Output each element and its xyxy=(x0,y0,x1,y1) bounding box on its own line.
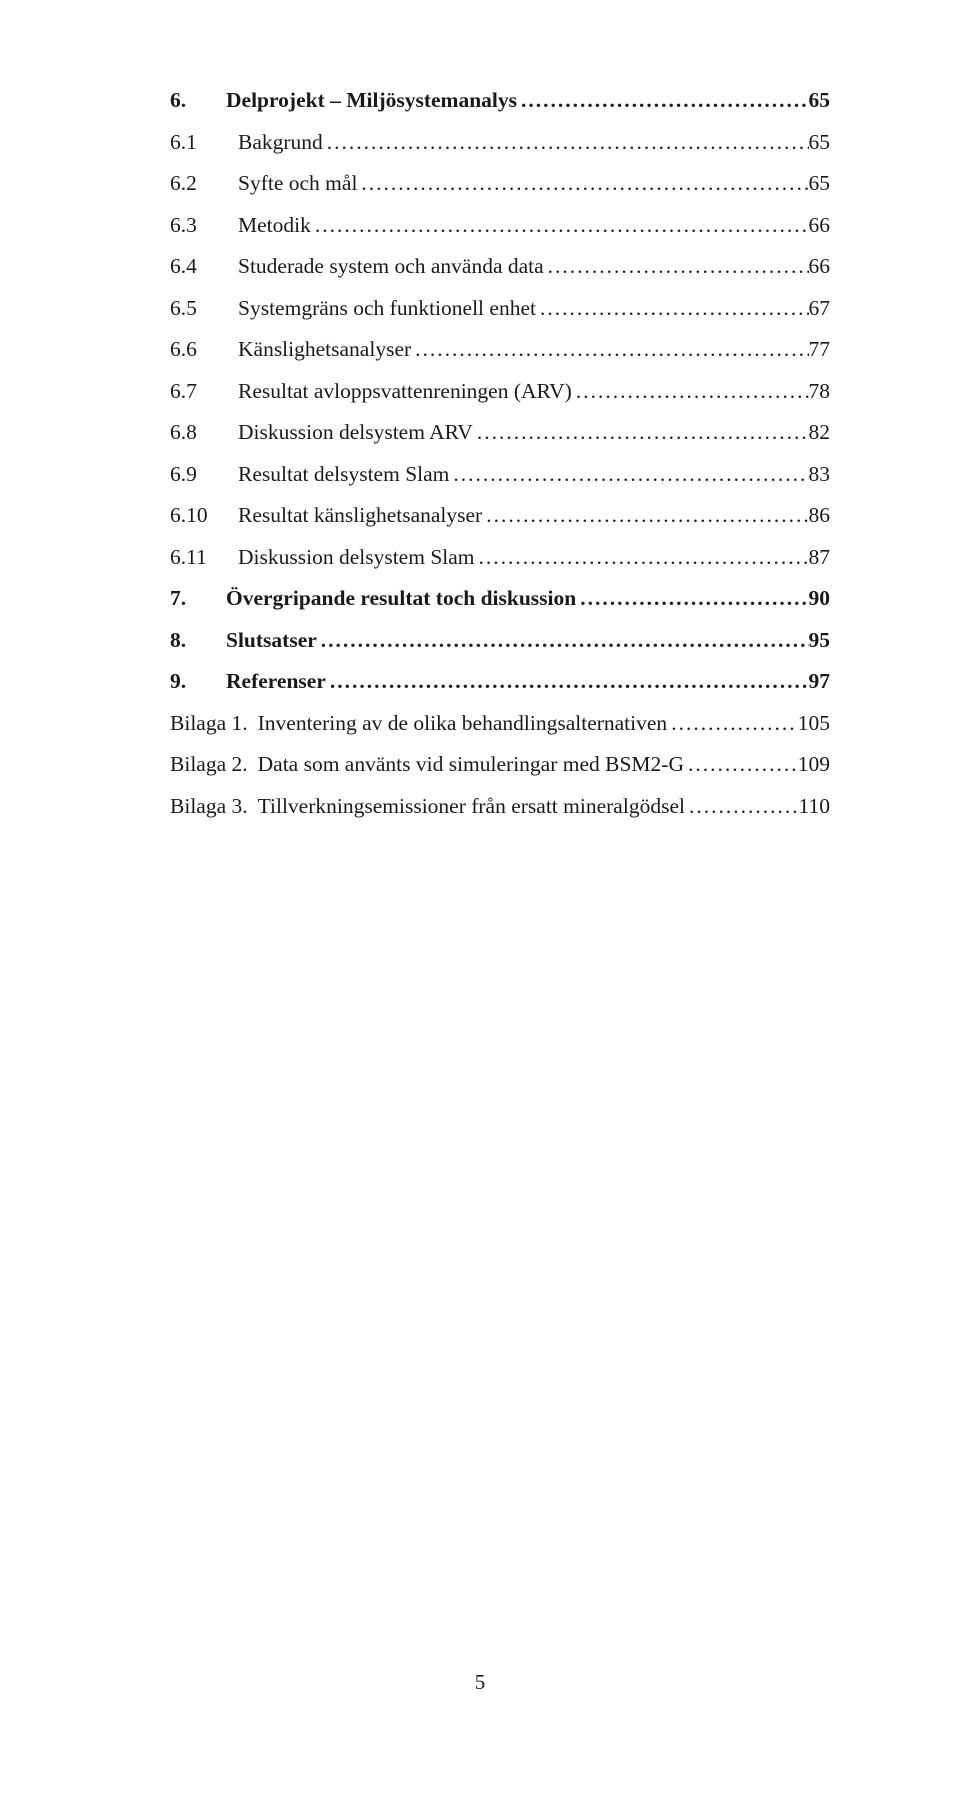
toc-label: Referenser xyxy=(226,671,326,693)
toc-label: Diskussion delsystem Slam xyxy=(238,547,475,569)
toc-leader xyxy=(449,464,808,486)
toc-number: 6.11 xyxy=(170,547,238,569)
toc-page: 77 xyxy=(809,339,831,361)
document-page: 6. Delprojekt – Miljösystemanalys 65 6.1… xyxy=(0,0,960,1795)
toc-number: 6.10 xyxy=(170,505,238,527)
toc-leader xyxy=(317,630,809,652)
toc-number: 6.1 xyxy=(170,132,238,154)
toc-leader xyxy=(572,381,809,403)
toc-entry: Bilaga 1. Inventering av de olika behand… xyxy=(170,713,830,735)
toc-entry: 6.10 Resultat känslighetsanalyser 86 xyxy=(170,505,830,527)
toc-leader xyxy=(576,588,808,610)
toc-page: 109 xyxy=(798,754,830,776)
toc-leader xyxy=(517,90,808,112)
toc-label: Bakgrund xyxy=(238,132,323,154)
toc-leader xyxy=(684,754,798,776)
toc-label: Resultat känslighetsanalyser xyxy=(238,505,482,527)
toc-page: 87 xyxy=(809,547,831,569)
toc-label: Data som använts vid simuleringar med BS… xyxy=(258,754,684,776)
toc-page: 78 xyxy=(809,381,831,403)
toc-entry: 8. Slutsatser 95 xyxy=(170,630,830,652)
toc-number: 6.6 xyxy=(170,339,238,361)
toc-label: Slutsatser xyxy=(226,630,317,652)
toc-entry: 6.2 Syfte och mål 65 xyxy=(170,173,830,195)
toc-leader xyxy=(667,713,798,735)
toc-page: 82 xyxy=(809,422,831,444)
toc-entry: Bilaga 3. Tillverkningsemissioner från e… xyxy=(170,796,830,818)
toc-leader xyxy=(357,173,808,195)
page-number: 5 xyxy=(0,1670,960,1695)
toc-page: 65 xyxy=(809,90,831,112)
toc-label: Delprojekt – Miljösystemanalys xyxy=(226,90,517,112)
toc-entry: 6.6 Känslighetsanalyser 77 xyxy=(170,339,830,361)
toc-page: 110 xyxy=(799,796,830,818)
toc-entry: 6.9 Resultat delsystem Slam 83 xyxy=(170,464,830,486)
toc-label: Resultat avloppsvattenreningen (ARV) xyxy=(238,381,572,403)
toc-page: 95 xyxy=(809,630,831,652)
toc-page: 86 xyxy=(809,505,831,527)
toc-leader xyxy=(411,339,808,361)
toc-page: 66 xyxy=(809,256,831,278)
toc-number: 6. xyxy=(170,90,226,112)
toc-label: Systemgräns och funktionell enhet xyxy=(238,298,536,320)
toc-number: 6.3 xyxy=(170,215,238,237)
toc-entry: 6. Delprojekt – Miljösystemanalys 65 xyxy=(170,90,830,112)
toc-entry: 7. Övergripande resultat toch diskussion… xyxy=(170,588,830,610)
toc-page: 83 xyxy=(809,464,831,486)
toc-page: 66 xyxy=(809,215,831,237)
toc-entry: 6.11 Diskussion delsystem Slam 87 xyxy=(170,547,830,569)
toc-number: 6.2 xyxy=(170,173,238,195)
toc-number: Bilaga 2. xyxy=(170,754,248,776)
toc-leader xyxy=(473,422,809,444)
toc-leader xyxy=(536,298,809,320)
toc-label: Syfte och mål xyxy=(238,173,357,195)
toc-label: Studerade system och använda data xyxy=(238,256,544,278)
toc-number: 6.9 xyxy=(170,464,238,486)
toc-page: 65 xyxy=(809,173,831,195)
toc-label: Diskussion delsystem ARV xyxy=(238,422,473,444)
toc-number: 8. xyxy=(170,630,226,652)
toc-leader xyxy=(311,215,809,237)
toc-entry: 6.7 Resultat avloppsvattenreningen (ARV)… xyxy=(170,381,830,403)
toc-page: 105 xyxy=(798,713,830,735)
toc-number: 6.8 xyxy=(170,422,238,444)
toc-label: Tillverkningsemissioner från ersatt mine… xyxy=(258,796,685,818)
toc-number: 6.7 xyxy=(170,381,238,403)
toc-number: 6.5 xyxy=(170,298,238,320)
toc-number: 6.4 xyxy=(170,256,238,278)
toc-leader xyxy=(685,796,799,818)
toc-label: Inventering av de olika behandlingsalter… xyxy=(258,713,668,735)
toc-entry: 6.3 Metodik 66 xyxy=(170,215,830,237)
toc-entry: 6.5 Systemgräns och funktionell enhet 67 xyxy=(170,298,830,320)
toc-page: 67 xyxy=(809,298,831,320)
toc-number: 7. xyxy=(170,588,226,610)
toc-entry: 9. Referenser 97 xyxy=(170,671,830,693)
toc-label: Övergripande resultat toch diskussion xyxy=(226,588,576,610)
toc-leader xyxy=(475,547,809,569)
toc-page: 65 xyxy=(809,132,831,154)
toc-number: Bilaga 3. xyxy=(170,796,248,818)
toc-page: 97 xyxy=(809,671,831,693)
toc-leader xyxy=(482,505,808,527)
toc-entry: Bilaga 2. Data som använts vid simulerin… xyxy=(170,754,830,776)
toc-entry: 6.4 Studerade system och använda data 66 xyxy=(170,256,830,278)
toc-leader xyxy=(544,256,809,278)
toc-leader xyxy=(326,671,809,693)
toc-leader xyxy=(323,132,809,154)
toc-number: Bilaga 1. xyxy=(170,713,248,735)
toc-entry: 6.8 Diskussion delsystem ARV 82 xyxy=(170,422,830,444)
toc-entry: 6.1 Bakgrund 65 xyxy=(170,132,830,154)
toc-label: Känslighetsanalyser xyxy=(238,339,411,361)
toc-label: Metodik xyxy=(238,215,311,237)
toc-page: 90 xyxy=(809,588,831,610)
toc-number: 9. xyxy=(170,671,226,693)
toc-label: Resultat delsystem Slam xyxy=(238,464,449,486)
